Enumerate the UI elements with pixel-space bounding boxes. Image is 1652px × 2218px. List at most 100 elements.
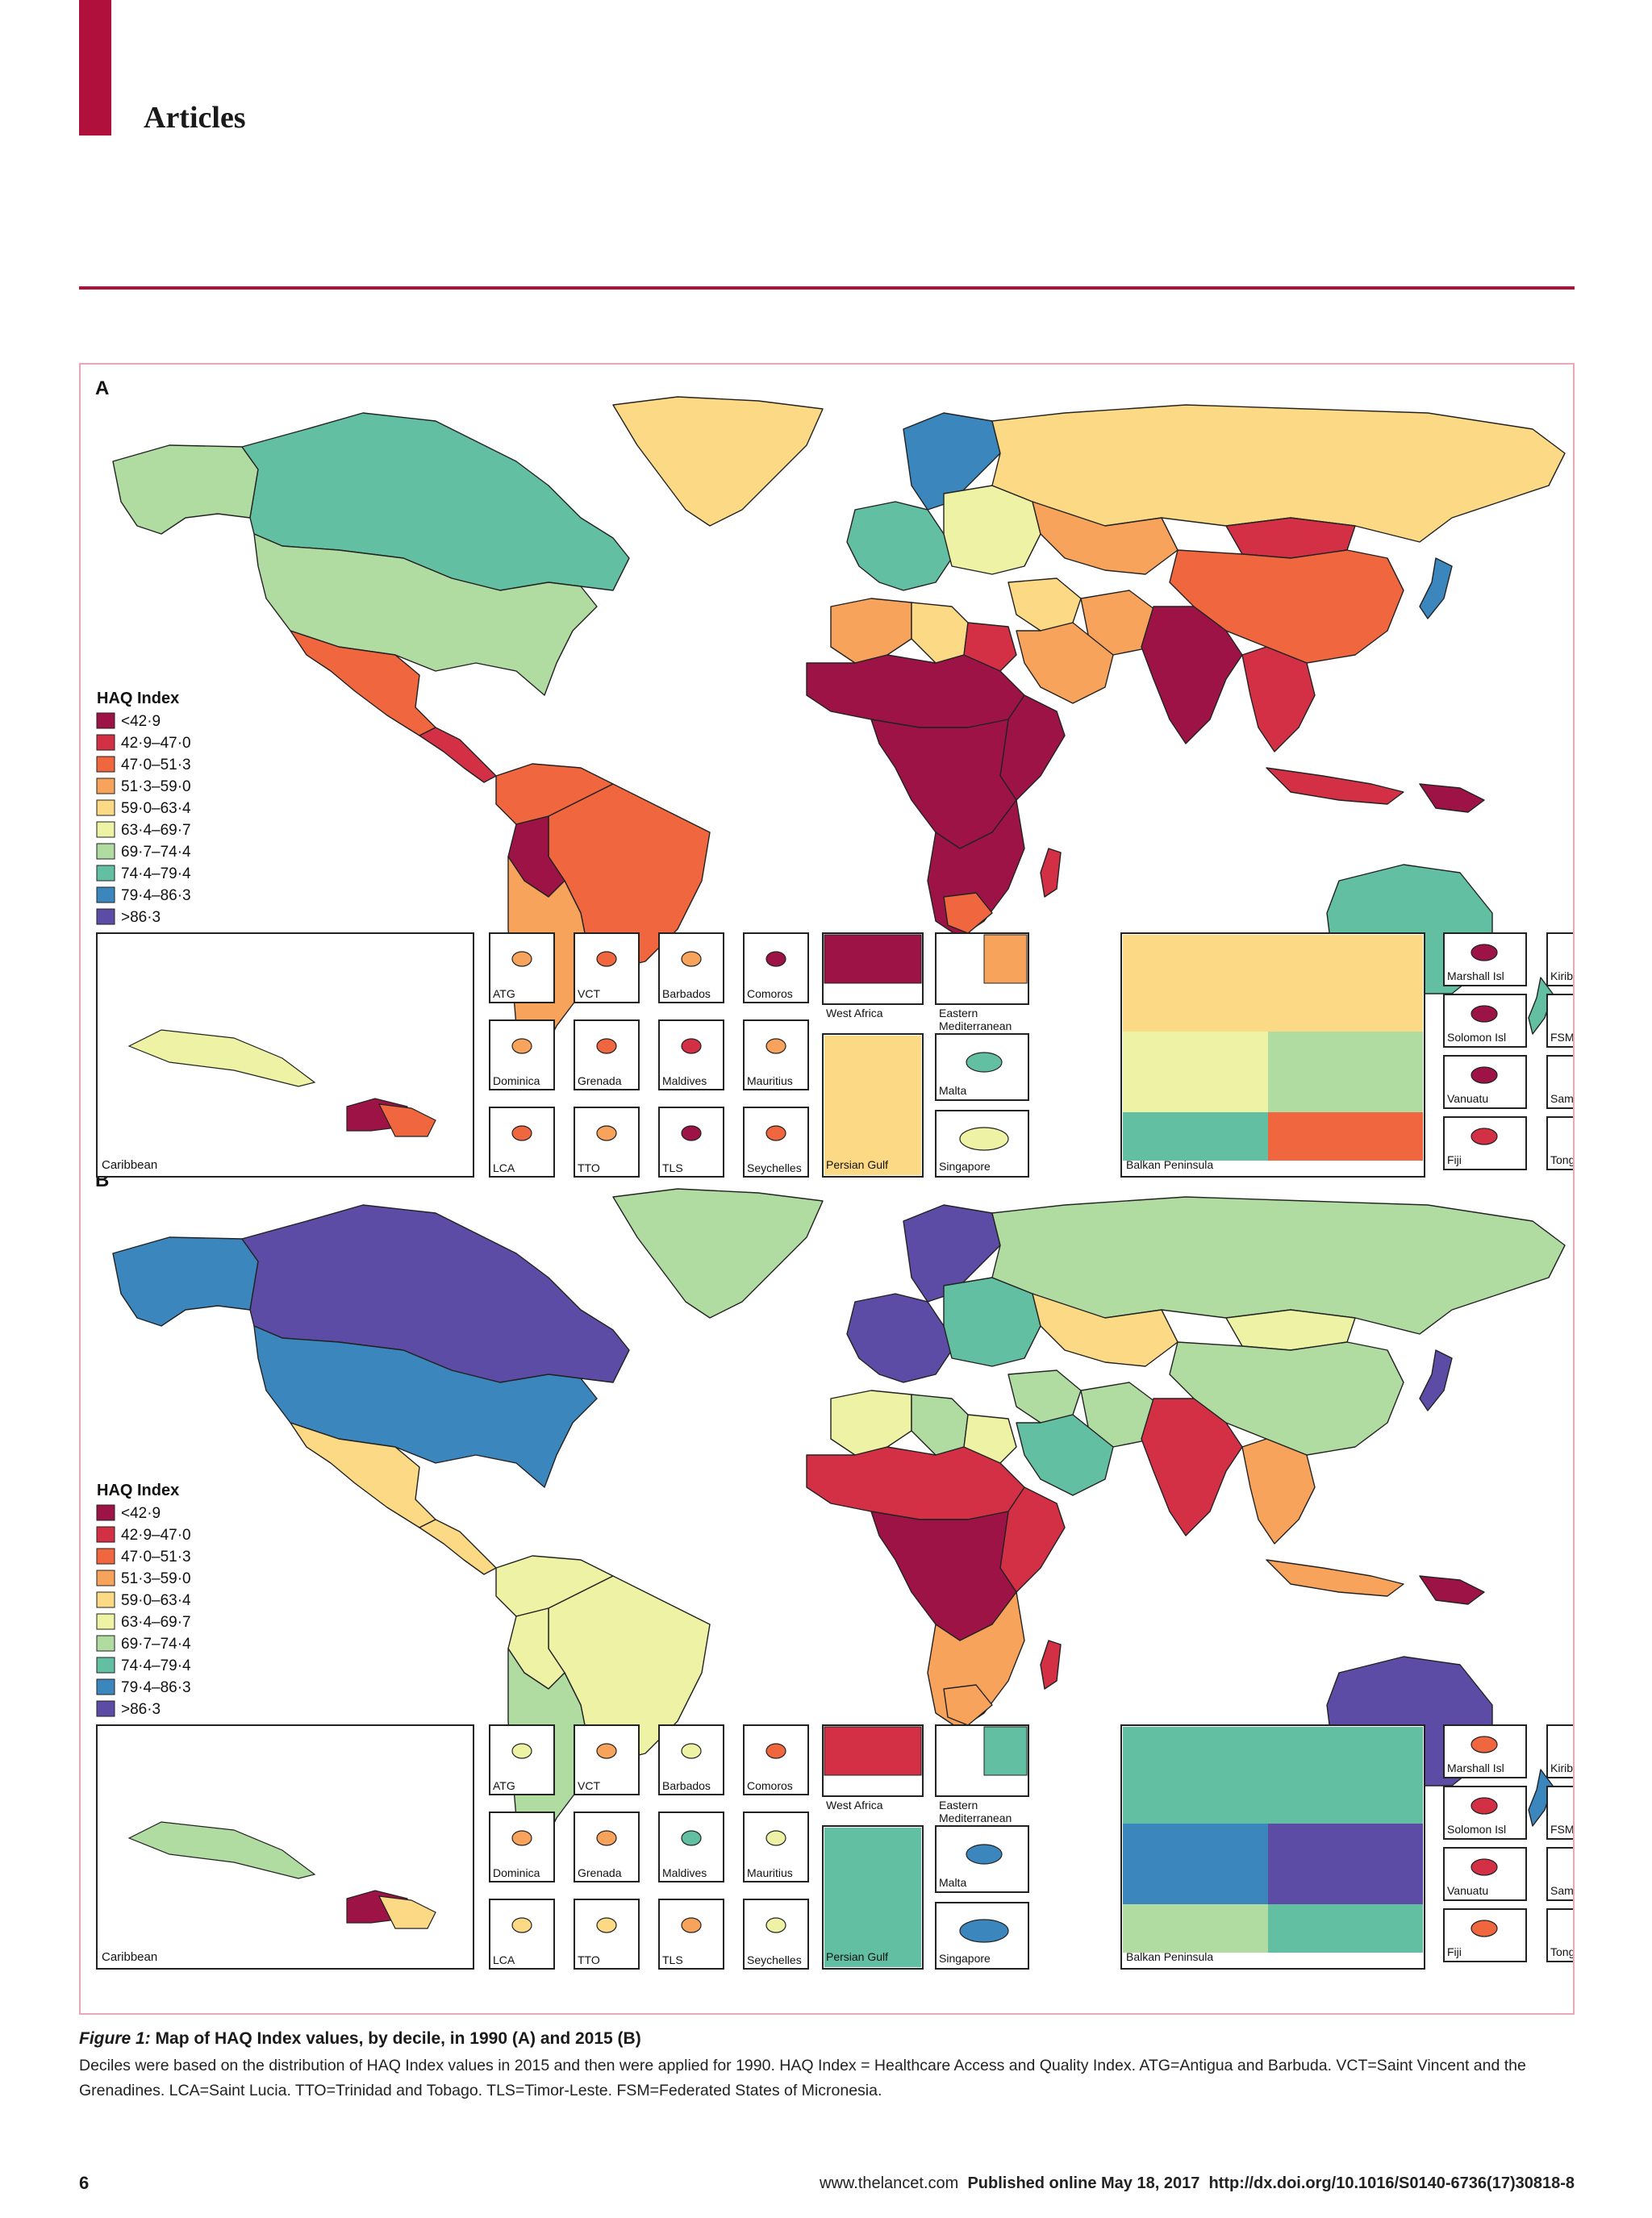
legend-swatch xyxy=(96,908,115,925)
header-rule xyxy=(79,286,1575,290)
inset-label: Dominica xyxy=(493,1074,540,1087)
inset-label-caribbean: Caribbean xyxy=(102,1950,157,1964)
region-se-asia xyxy=(1241,646,1316,753)
inset-seychelles xyxy=(743,1899,809,1970)
legend-swatch xyxy=(96,1548,115,1565)
inset-tls xyxy=(658,1107,724,1178)
inset-dominica xyxy=(489,1812,555,1882)
legend-label: 47·0–51·3 xyxy=(121,1549,191,1566)
region-scandinavia xyxy=(903,1204,1001,1303)
inset-comoros xyxy=(743,1724,809,1795)
legend-swatch xyxy=(96,1657,115,1674)
inset-label: Grenada xyxy=(578,1866,622,1879)
legend-label: 47·0–51·3 xyxy=(121,757,191,773)
legend-label: 74·4–79·4 xyxy=(121,1657,191,1674)
legend-swatch xyxy=(96,821,115,838)
inset-label: Marshall Isl xyxy=(1447,1761,1504,1774)
region-europe-w xyxy=(846,1293,953,1383)
inset-fiji xyxy=(1443,1116,1527,1170)
legend-label: 51·3–59·0 xyxy=(121,778,191,795)
legend-label: 69·7–74·4 xyxy=(121,1636,191,1653)
inset-label-eastern-med-1: Eastern xyxy=(939,1799,978,1812)
region-south-africa-core xyxy=(943,892,993,934)
region-indonesia xyxy=(1266,767,1404,805)
region-saudi xyxy=(1016,1414,1114,1496)
world-map-B: HAQ Index <42·9 42·9–47·0 47·0–51·3 51·3–59·… xyxy=(96,1188,1566,1859)
inset-mauritius xyxy=(743,1019,809,1090)
region-india xyxy=(1141,1398,1243,1536)
inset-tonga xyxy=(1546,1116,1573,1170)
legend-swatch xyxy=(96,1570,115,1586)
legend-label: >86·3 xyxy=(121,909,161,926)
world-map-A: HAQ Index <42·9 42·9–47·0 47·0–51·3 51·3–59·… xyxy=(96,396,1566,1067)
region-scandinavia xyxy=(903,412,1001,511)
inset-label: VCT xyxy=(578,1779,600,1792)
inset-label: VCT xyxy=(578,987,600,1000)
region-saudi xyxy=(1016,622,1114,704)
figure-caption-title: Figure 1: Map of HAQ Index values, by de… xyxy=(79,2029,641,2048)
inset-label: Seychelles xyxy=(747,1953,802,1966)
region-alaska xyxy=(112,1236,259,1327)
inset-seychelles xyxy=(743,1107,809,1178)
inset-tto xyxy=(574,1107,640,1178)
inset-atg xyxy=(489,932,555,1003)
legend-label: <42·9 xyxy=(121,713,161,730)
legend-swatch xyxy=(96,712,115,729)
legend-swatch xyxy=(96,1591,115,1608)
legend-swatch xyxy=(96,865,115,882)
inset-comoros xyxy=(743,932,809,1003)
inset-kiribati xyxy=(1546,1724,1573,1778)
legend-A: HAQ Index <42·9 42·9–47·0 47·0–51·3 51·3–59·… xyxy=(96,690,191,926)
section-color-bar xyxy=(79,0,111,135)
inset-label: Kiribati xyxy=(1550,969,1573,982)
inset-label-caribbean: Caribbean xyxy=(102,1158,157,1172)
footer-doi[interactable]: http://dx.doi.org/10.1016/S0140-6736(17)… xyxy=(1208,2174,1575,2192)
inset-label: TLS xyxy=(662,1161,683,1174)
footer-citation: www.thelancet.com Published online May 1… xyxy=(820,2174,1575,2193)
inset-label: LCA xyxy=(493,1161,515,1174)
legend-swatch xyxy=(96,886,115,903)
inset-label: LCA xyxy=(493,1953,515,1966)
footer-site[interactable]: www.thelancet.com xyxy=(820,2174,959,2192)
region-japan xyxy=(1419,1349,1453,1411)
inset-lca xyxy=(489,1899,555,1970)
inset-label-singapore: Singapore xyxy=(939,1160,991,1173)
inset-marshall-isl xyxy=(1443,1724,1527,1778)
inset-dominica xyxy=(489,1019,555,1090)
legend-swatch xyxy=(96,756,115,773)
figure-frame: A B HAQ Index <42·9 42·9–47·0 47·0–51·3 51·3… xyxy=(79,363,1575,2015)
inset-maldives xyxy=(658,1812,724,1882)
inset-label: Samoa xyxy=(1550,1092,1573,1105)
panel-letter-a: A xyxy=(95,377,110,399)
legend-label: 42·9–47·0 xyxy=(121,735,191,752)
inset-label: Comoros xyxy=(747,1779,793,1792)
inset-barbados xyxy=(658,932,724,1003)
legend-swatch xyxy=(96,778,115,794)
inset-label-persian-gulf: Persian Gulf xyxy=(826,1158,888,1171)
region-alaska xyxy=(112,444,259,535)
region-india xyxy=(1141,606,1243,744)
region-indonesia xyxy=(1266,1559,1404,1597)
inset-label: Barbados xyxy=(662,1779,711,1792)
region-png xyxy=(1419,783,1485,813)
inset-label-balkan: Balkan Peninsula xyxy=(1126,1158,1213,1171)
legend-label: <42·9 xyxy=(121,1505,161,1522)
section-title: Articles xyxy=(144,101,246,135)
inset-label: Marshall Isl xyxy=(1447,969,1504,982)
inset-label: FSM xyxy=(1550,1823,1573,1836)
inset-label-eastern-med-2: Mediterranean xyxy=(939,1019,1012,1032)
inset-label: ATG xyxy=(493,1779,515,1792)
inset-label: Grenada xyxy=(578,1074,622,1087)
inset-label: Dominica xyxy=(493,1866,540,1879)
inset-vct xyxy=(574,1724,640,1795)
inset-fsm xyxy=(1546,1786,1573,1840)
inset-label: Maldives xyxy=(662,1074,707,1087)
legend-label: 59·0–63·4 xyxy=(121,1592,191,1609)
inset-barbados xyxy=(658,1724,724,1795)
inset-label-west-africa: West Africa xyxy=(826,1799,883,1812)
inset-samoa xyxy=(1546,1847,1573,1901)
region-madagascar xyxy=(1040,848,1062,898)
legend-label: 63·4–69·7 xyxy=(121,822,191,839)
legend-label: 69·7–74·4 xyxy=(121,844,191,861)
legend-swatch xyxy=(96,843,115,860)
